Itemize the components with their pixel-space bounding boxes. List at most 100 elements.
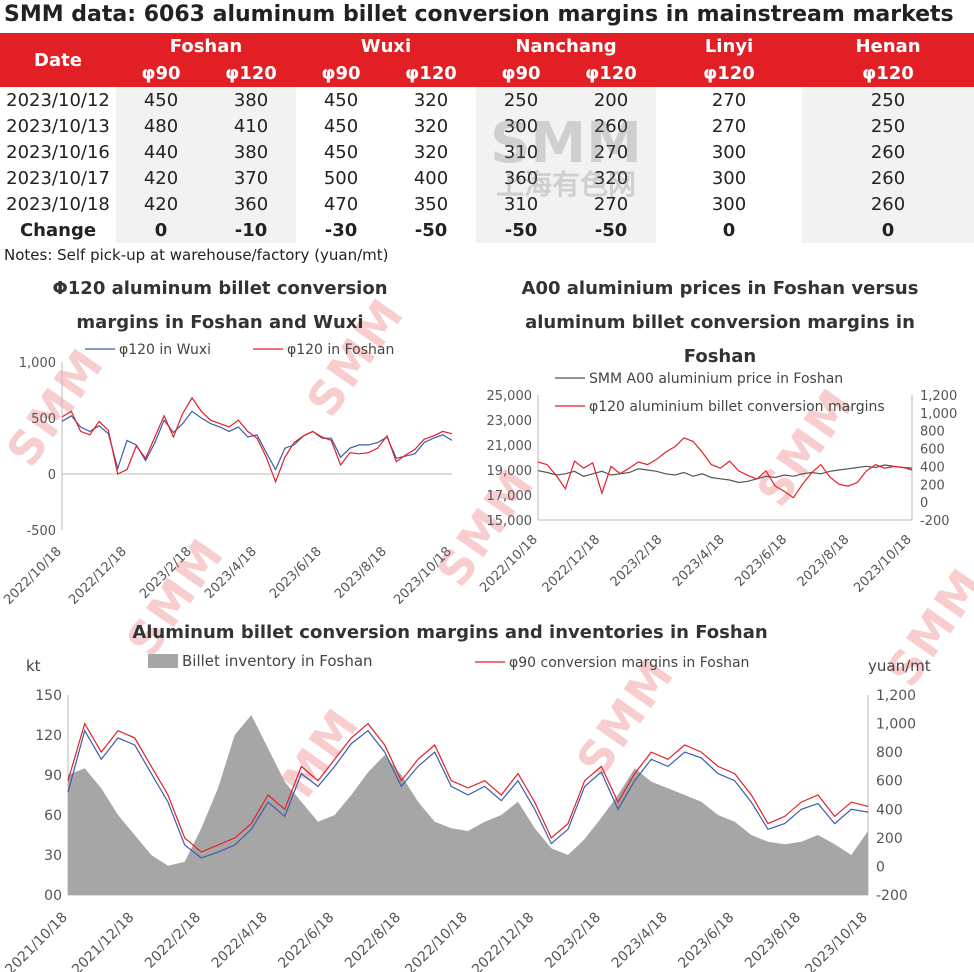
value-cell: 400: [413, 167, 449, 189]
series-area-0: [68, 715, 868, 895]
y-tick-label: 120: [35, 728, 62, 744]
value-cell: 260: [802, 139, 974, 165]
y2-tick-label: 400: [920, 460, 945, 475]
x-tick-label: 2023/4/18: [609, 910, 671, 972]
value-cell: 200: [566, 87, 656, 113]
x-tick-label: 2022/8/18: [342, 910, 404, 972]
region-header-linyi: Linyi: [656, 33, 802, 60]
y-tick-label: 23,000: [487, 414, 533, 429]
x-tick-label: 2023/8/18: [742, 910, 804, 972]
value-cell: 420: [116, 191, 206, 217]
spec-header: φ120: [656, 60, 802, 87]
value-cell: 320: [413, 115, 449, 137]
spec-header: φ120: [566, 60, 656, 87]
table-row: 2023/10/13 480 410 450 320 300 260 270 250: [0, 113, 974, 139]
value-cell: -30: [324, 219, 358, 241]
y2-tick-label: -200: [920, 514, 950, 529]
value-cell: 300: [711, 193, 747, 215]
value-cell: 270: [711, 89, 747, 111]
value-cell: 270: [566, 191, 656, 217]
legend-label: φ120 aluminium billet conversion margins: [589, 399, 885, 415]
value-cell: 450: [323, 89, 359, 111]
y2-tick-label: 1,200: [876, 688, 916, 704]
y2-tick-label: 0: [876, 859, 885, 875]
value-cell: 300: [711, 167, 747, 189]
value-cell: 0: [116, 217, 206, 243]
x-tick-label: 2023/4/18: [202, 544, 260, 602]
legend-label: SMM A00 aluminium price in Foshan: [589, 371, 843, 387]
table-row: 2023/10/17 420 370 500 400 360 320 300 260: [0, 165, 974, 191]
x-tick-label: 2022/4/18: [209, 910, 271, 972]
spec-header-row: φ90 φ120 φ90 φ120 φ90 φ120 φ120 φ120: [0, 60, 974, 87]
value-cell: 310: [476, 139, 566, 165]
value-cell: 300: [476, 113, 566, 139]
value-cell: 320: [413, 89, 449, 111]
y-tick-label: 90: [44, 768, 62, 784]
table-note: Notes: Self pick-up at warehouse/factory…: [4, 246, 389, 264]
value-cell: -50: [566, 217, 656, 243]
legend-label: φ120 in Foshan: [287, 342, 394, 358]
value-cell: 320: [413, 141, 449, 163]
region-header-foshan: Foshan: [116, 33, 296, 60]
change-label: Change: [19, 219, 97, 241]
y-tick-label: 25,000: [487, 389, 533, 404]
table-row: 2023/10/18 420 360 470 350 310 270 300 260: [0, 191, 974, 217]
series-line-2: [67, 729, 869, 859]
x-tick-label: 2023/2/18: [542, 910, 604, 972]
y-tick-label: 150: [35, 688, 62, 704]
x-tick-label: 2023/8/18: [332, 544, 390, 602]
value-cell: 300: [711, 141, 747, 163]
x-tick-label: 2023/10/18: [802, 910, 870, 972]
value-cell: 360: [206, 191, 296, 217]
legend-label: φ90 conversion margins in Foshan: [509, 655, 749, 671]
date-cell: 2023/10/17: [6, 167, 110, 189]
x-tick-label: 2022/12/18: [540, 532, 604, 596]
x-tick-label: 2023/6/18: [675, 910, 737, 972]
y-tick-label: 00: [44, 888, 62, 904]
region-header-row: Date Foshan Wuxi Nanchang Linyi Henan: [0, 33, 974, 87]
value-cell: 450: [323, 141, 359, 163]
change-row: Change 0 -10 -30 -50 -50 -50 0 0: [0, 217, 974, 243]
date-cell: 2023/10/18: [6, 193, 110, 215]
x-tick-label: 2022/12/18: [66, 544, 130, 608]
date-header: Date: [0, 33, 116, 87]
legend-label: φ120 in Wuxi: [119, 342, 211, 358]
value-cell: 0: [802, 217, 974, 243]
series-line-1: [537, 437, 913, 499]
x-tick-label: 2023/6/18: [732, 532, 790, 590]
value-cell: 420: [116, 165, 206, 191]
spec-header: φ90: [296, 60, 386, 87]
spec-header: φ120: [386, 60, 476, 87]
table-row: 2023/10/16 440 380 450 320 310 270 300 260: [0, 139, 974, 165]
region-header-henan: Henan: [802, 33, 974, 60]
value-cell: 360: [476, 165, 566, 191]
chart2-title: A00 aluminium prices in Foshan versus al…: [521, 278, 919, 367]
value-cell: 260: [802, 191, 974, 217]
value-cell: 380: [206, 87, 296, 113]
value-cell: -50: [414, 219, 448, 241]
y2-tick-label: 200: [920, 478, 945, 493]
x-tick-label: 2023/6/18: [267, 544, 325, 602]
value-cell: 450: [323, 115, 359, 137]
value-cell: 250: [476, 87, 566, 113]
y2-tick-label: 0: [920, 496, 928, 511]
x-tick-label: 2023/10/18: [851, 532, 915, 596]
chart1-title: Φ120 aluminum billet conversion margins …: [52, 278, 388, 333]
y-tick-label: 15,000: [487, 514, 533, 529]
value-cell: 310: [476, 191, 566, 217]
x-tick-label: 2021/12/18: [69, 910, 137, 972]
y-tick-label: 0: [48, 468, 56, 483]
x-tick-label: 2022/6/18: [275, 910, 337, 972]
region-header-nanchang: Nanchang: [476, 33, 656, 60]
y-tick-label: 1,000: [19, 356, 56, 371]
series-line-0: [61, 410, 453, 471]
y2-tick-label: 800: [920, 425, 945, 440]
value-cell: 250: [802, 113, 974, 139]
x-tick-label: 2023/4/18: [670, 532, 728, 590]
spec-header: φ120: [206, 60, 296, 87]
value-cell: -10: [206, 217, 296, 243]
y-axis-unit: kt: [26, 657, 41, 675]
spec-header: φ120: [802, 60, 974, 87]
legend-swatch: [148, 654, 178, 668]
